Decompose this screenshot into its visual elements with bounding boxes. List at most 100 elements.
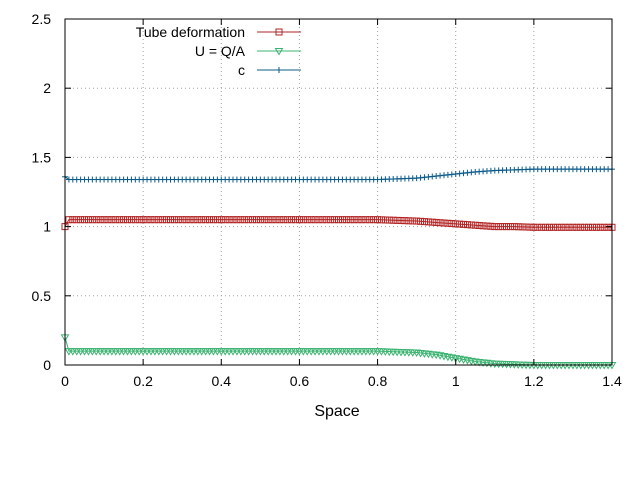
data-point: [596, 223, 604, 231]
data-point: [401, 217, 409, 225]
data-point: [495, 223, 503, 231]
data-point: [260, 216, 268, 224]
data-point: [381, 216, 389, 224]
data-point: [182, 216, 190, 224]
data-point: [440, 219, 448, 227]
data-point: [499, 223, 507, 231]
data-point: [467, 221, 475, 229]
data-point: [65, 216, 73, 224]
data-point: [534, 223, 542, 231]
legend-item-1: U = Q/A: [195, 43, 301, 59]
y-tick-label: 0: [43, 357, 51, 373]
data-point: [393, 216, 401, 224]
data-point: [77, 216, 85, 224]
data-point: [588, 223, 596, 231]
data-point: [362, 216, 370, 224]
data-point: [510, 223, 518, 231]
legend-label: Tube deformation: [136, 24, 245, 40]
data-point: [491, 223, 499, 231]
grid-lines: [65, 19, 612, 365]
data-point: [229, 216, 237, 224]
data-point: [315, 216, 323, 224]
data-point: [342, 216, 350, 224]
data-point: [264, 216, 272, 224]
x-tick-label: 1.2: [524, 373, 544, 389]
data-point: [217, 216, 225, 224]
data-point: [405, 217, 413, 225]
legend-item-0: Tube deformation: [136, 24, 301, 40]
data-point: [81, 216, 89, 224]
legend-label: c: [238, 62, 245, 78]
data-point: [577, 223, 585, 231]
series-1: [60, 334, 617, 370]
x-tick-label: 1.4: [602, 373, 622, 389]
y-tick-label: 2.5: [32, 11, 52, 27]
data-point: [303, 216, 311, 224]
data-point: [331, 216, 339, 224]
legend-marker: [274, 48, 284, 56]
data-point: [249, 216, 257, 224]
data-point: [456, 220, 464, 228]
data-point: [358, 216, 366, 224]
legend-marker: [275, 28, 283, 36]
data-point: [237, 216, 245, 224]
data-point: [460, 220, 468, 228]
series-line: [64, 337, 612, 366]
data-point: [159, 216, 167, 224]
data-point: [518, 223, 526, 231]
data-point: [124, 216, 132, 224]
x-axis-label: Space: [314, 403, 359, 420]
data-point: [354, 216, 362, 224]
data-point: [463, 221, 471, 229]
series-2: [62, 166, 615, 183]
legend-marker: [276, 67, 282, 73]
data-point: [206, 216, 214, 224]
series-group: [60, 166, 617, 370]
y-tick-label: 0.5: [32, 288, 52, 304]
y-tick-label: 2: [43, 80, 51, 96]
data-point: [174, 216, 182, 224]
data-point: [475, 221, 483, 229]
data-point: [151, 216, 159, 224]
data-point: [252, 216, 260, 224]
data-point: [553, 223, 561, 231]
plot-border: [64, 18, 613, 366]
data-point: [444, 219, 452, 227]
data-point: [503, 223, 511, 231]
data-point: [530, 223, 538, 231]
data-point: [565, 223, 573, 231]
data-point: [432, 218, 440, 226]
data-point: [569, 223, 577, 231]
data-point: [225, 216, 233, 224]
data-point: [284, 216, 292, 224]
data-point: [335, 216, 342, 224]
data-point: [88, 216, 96, 224]
data-point: [389, 216, 397, 224]
data-point: [319, 216, 327, 224]
data-point: [522, 223, 530, 231]
data-point: [424, 218, 432, 226]
data-point: [428, 218, 436, 226]
data-point: [194, 216, 202, 224]
data-point: [585, 223, 593, 231]
data-point: [209, 216, 217, 224]
y-tick-label: 1.5: [32, 149, 52, 165]
data-point: [557, 223, 565, 231]
x-tick-label: 0.6: [290, 373, 310, 389]
data-point: [311, 216, 319, 224]
data-point: [436, 219, 444, 227]
data-point: [366, 216, 374, 224]
data-point: [104, 216, 112, 224]
data-point: [604, 223, 612, 231]
data-point: [135, 216, 143, 224]
data-point: [155, 216, 163, 224]
data-point: [241, 216, 249, 224]
data-point: [377, 216, 385, 224]
data-point: [506, 223, 514, 231]
plot-frame: [64, 18, 613, 366]
data-point: [327, 216, 335, 224]
data-point: [213, 216, 221, 224]
data-point: [221, 216, 229, 224]
data-point: [84, 216, 92, 224]
